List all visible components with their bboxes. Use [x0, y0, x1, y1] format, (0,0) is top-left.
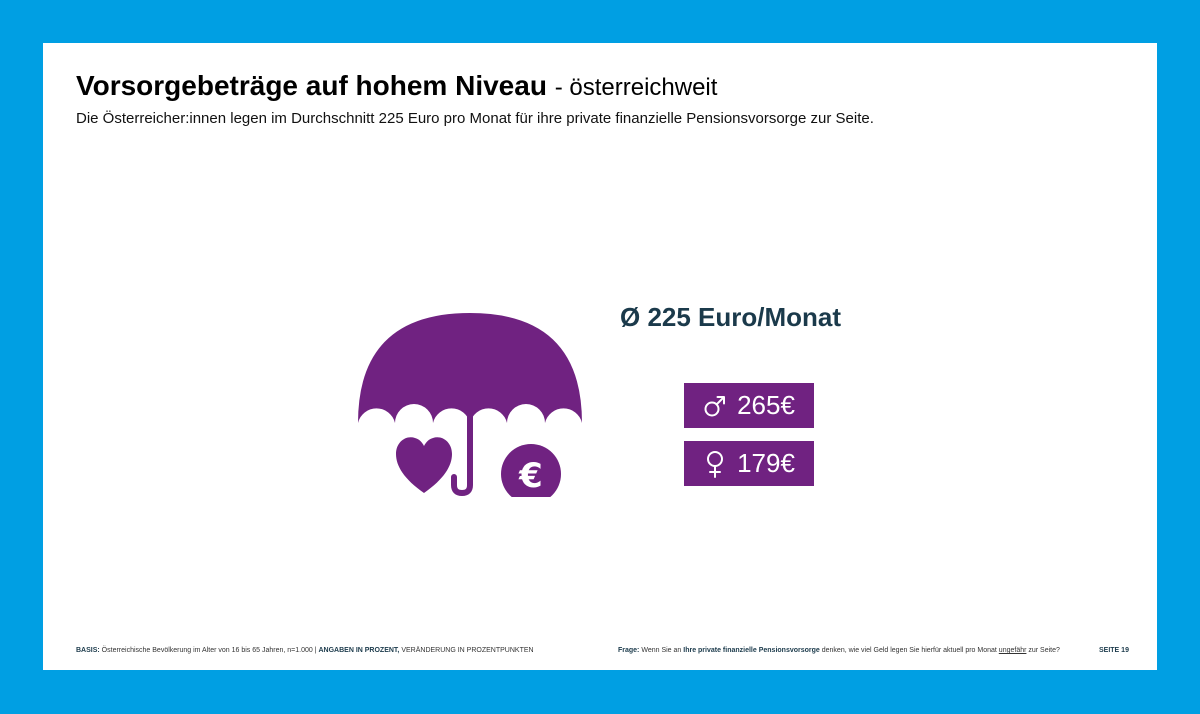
heart-icon [396, 437, 452, 493]
stat-female: 179€ [684, 441, 814, 486]
page-title: Vorsorgebeträge auf hohem Niveau - öster… [76, 69, 717, 105]
page-number: SEITE 19 [1099, 647, 1129, 654]
umbrella-icon: € [358, 313, 582, 497]
male-symbol-icon [704, 395, 726, 416]
subtitle: Die Österreicher:innen legen im Durchsch… [76, 110, 874, 127]
euro-icon: € [501, 444, 561, 497]
stat-male-value: 265€ [737, 390, 795, 420]
title-main: Vorsorgebeträge auf hohem Niveau [76, 70, 547, 101]
average-amount: Ø 225 Euro/Monat [620, 302, 842, 332]
footer-question: Frage: Wenn Sie an Ihre private finanzie… [618, 647, 1060, 654]
title-suffix: - österreichweit [554, 74, 718, 101]
stat-female-value: 179€ [737, 448, 795, 478]
female-symbol-icon [707, 450, 724, 478]
footer-basis: BASIS: Österreichische Bevölkerung im Al… [76, 647, 534, 654]
stat-male: 265€ [684, 383, 814, 428]
slide: Vorsorgebeträge auf hohem Niveau - öster… [43, 43, 1157, 670]
svg-text:€: € [518, 456, 543, 496]
